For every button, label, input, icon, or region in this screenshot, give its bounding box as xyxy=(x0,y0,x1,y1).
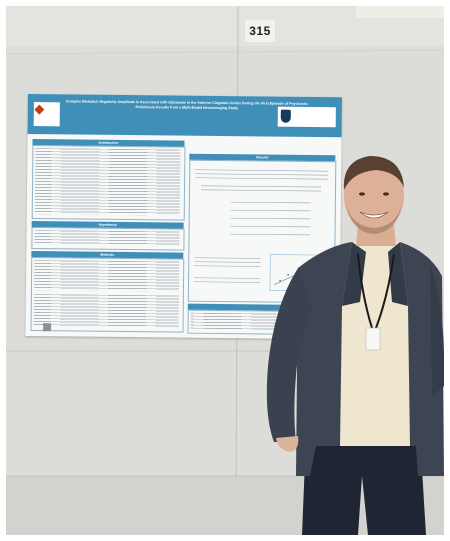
board-number-label: 315 xyxy=(245,20,275,42)
hand xyxy=(276,436,299,452)
research-poster: Complex Mismatch Negativity Amplitude is… xyxy=(25,94,342,340)
results-tables-and-plots xyxy=(194,169,329,292)
presenter-person xyxy=(266,156,444,535)
name-badge xyxy=(365,327,381,351)
trousers xyxy=(302,436,426,535)
photo: 315 Complex Mismatch Negativity Amplitud… xyxy=(6,6,444,535)
